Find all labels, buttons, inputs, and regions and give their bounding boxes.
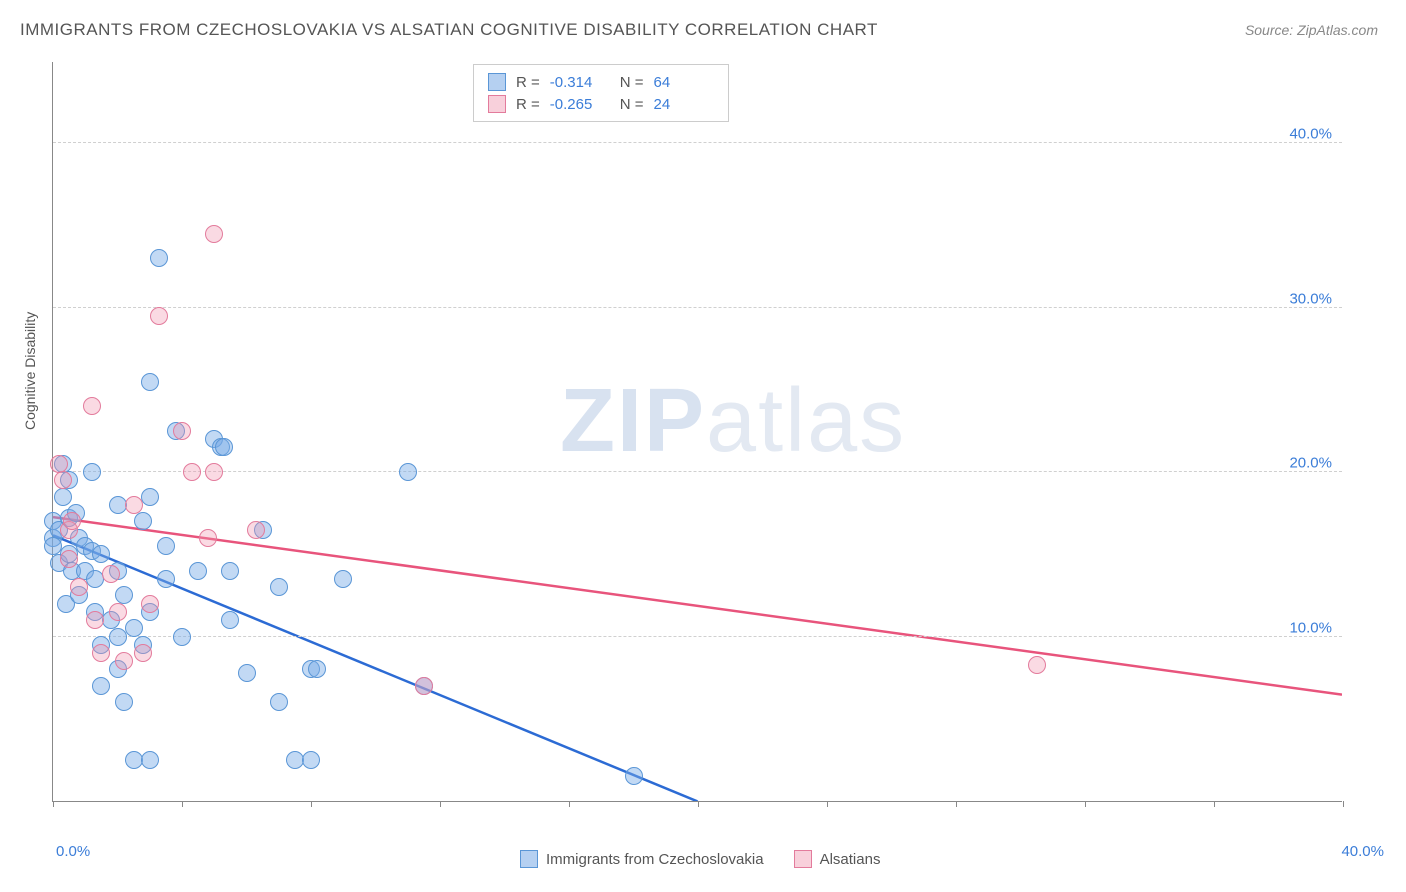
x-tick (1214, 801, 1215, 807)
series-legend: Immigrants from Czechoslovakia Alsatians (520, 850, 880, 868)
data-point (221, 611, 239, 629)
data-point (205, 225, 223, 243)
data-point (86, 611, 104, 629)
data-point (92, 644, 110, 662)
legend-r-value: -0.265 (550, 96, 610, 113)
x-tick (1085, 801, 1086, 807)
gridline (53, 471, 1342, 472)
data-point (270, 693, 288, 711)
legend-n-value: 24 (654, 96, 714, 113)
x-tick (440, 801, 441, 807)
legend-r-label: R = (516, 74, 540, 91)
data-point (115, 586, 133, 604)
y-tick-label: 20.0% (1289, 455, 1332, 472)
x-tick (311, 801, 312, 807)
plot-area: R = -0.314 N = 64 R = -0.265 N = 24 10.0… (52, 62, 1342, 802)
data-point (102, 565, 120, 583)
legend-item-blue: Immigrants from Czechoslovakia (520, 850, 764, 868)
x-tick (698, 801, 699, 807)
data-point (205, 463, 223, 481)
legend-r-label: R = (516, 96, 540, 113)
x-tick (182, 801, 183, 807)
legend-item-pink: Alsatians (794, 850, 881, 868)
data-point (415, 677, 433, 695)
data-point (115, 652, 133, 670)
data-point (54, 471, 72, 489)
data-point (125, 496, 143, 514)
data-point (125, 619, 143, 637)
data-point (115, 693, 133, 711)
data-point (60, 550, 78, 568)
x-tick (1343, 801, 1344, 807)
data-point (238, 664, 256, 682)
data-point (92, 677, 110, 695)
y-tick-label: 40.0% (1289, 126, 1332, 143)
y-tick-label: 30.0% (1289, 290, 1332, 307)
data-point (157, 570, 175, 588)
data-point (83, 397, 101, 415)
x-tick (569, 801, 570, 807)
data-point (150, 249, 168, 267)
data-point (92, 545, 110, 563)
source-attribution: Source: ZipAtlas.com (1245, 22, 1378, 38)
data-point (134, 512, 152, 530)
data-point (189, 562, 207, 580)
data-point (308, 660, 326, 678)
data-point (157, 537, 175, 555)
x-axis-min-label: 0.0% (56, 843, 90, 860)
swatch-pink-icon (794, 850, 812, 868)
correlation-legend: R = -0.314 N = 64 R = -0.265 N = 24 (473, 64, 729, 122)
data-point (109, 603, 127, 621)
data-point (70, 578, 88, 596)
swatch-blue-icon (520, 850, 538, 868)
data-point (1028, 656, 1046, 674)
legend-n-label: N = (620, 74, 644, 91)
x-tick (956, 801, 957, 807)
data-point (50, 455, 68, 473)
data-point (247, 521, 265, 539)
gridline (53, 307, 1342, 308)
legend-n-label: N = (620, 96, 644, 113)
y-axis-label: Cognitive Disability (22, 312, 38, 430)
data-point (215, 438, 233, 456)
legend-r-value: -0.314 (550, 74, 610, 91)
gridline (53, 636, 1342, 637)
legend-row-pink: R = -0.265 N = 24 (488, 93, 714, 115)
gridline (53, 142, 1342, 143)
legend-n-value: 64 (654, 74, 714, 91)
legend-label: Immigrants from Czechoslovakia (546, 851, 764, 868)
data-point (150, 307, 168, 325)
data-point (134, 644, 152, 662)
y-tick-label: 10.0% (1289, 619, 1332, 636)
legend-row-blue: R = -0.314 N = 64 (488, 71, 714, 93)
data-point (399, 463, 417, 481)
x-tick (53, 801, 54, 807)
x-axis-max-label: 40.0% (1341, 843, 1384, 860)
swatch-pink-icon (488, 95, 506, 113)
legend-label: Alsatians (820, 851, 881, 868)
data-point (54, 488, 72, 506)
trend-lines (53, 62, 1342, 801)
chart-title: IMMIGRANTS FROM CZECHOSLOVAKIA VS ALSATI… (20, 20, 878, 40)
data-point (221, 562, 239, 580)
data-point (141, 488, 159, 506)
data-point (270, 578, 288, 596)
data-point (141, 751, 159, 769)
data-point (63, 512, 81, 530)
swatch-blue-icon (488, 73, 506, 91)
data-point (183, 463, 201, 481)
data-point (173, 422, 191, 440)
data-point (141, 595, 159, 613)
x-tick (827, 801, 828, 807)
data-point (109, 628, 127, 646)
data-point (334, 570, 352, 588)
data-point (302, 751, 320, 769)
data-point (83, 463, 101, 481)
data-point (199, 529, 217, 547)
data-point (625, 767, 643, 785)
data-point (173, 628, 191, 646)
data-point (141, 373, 159, 391)
